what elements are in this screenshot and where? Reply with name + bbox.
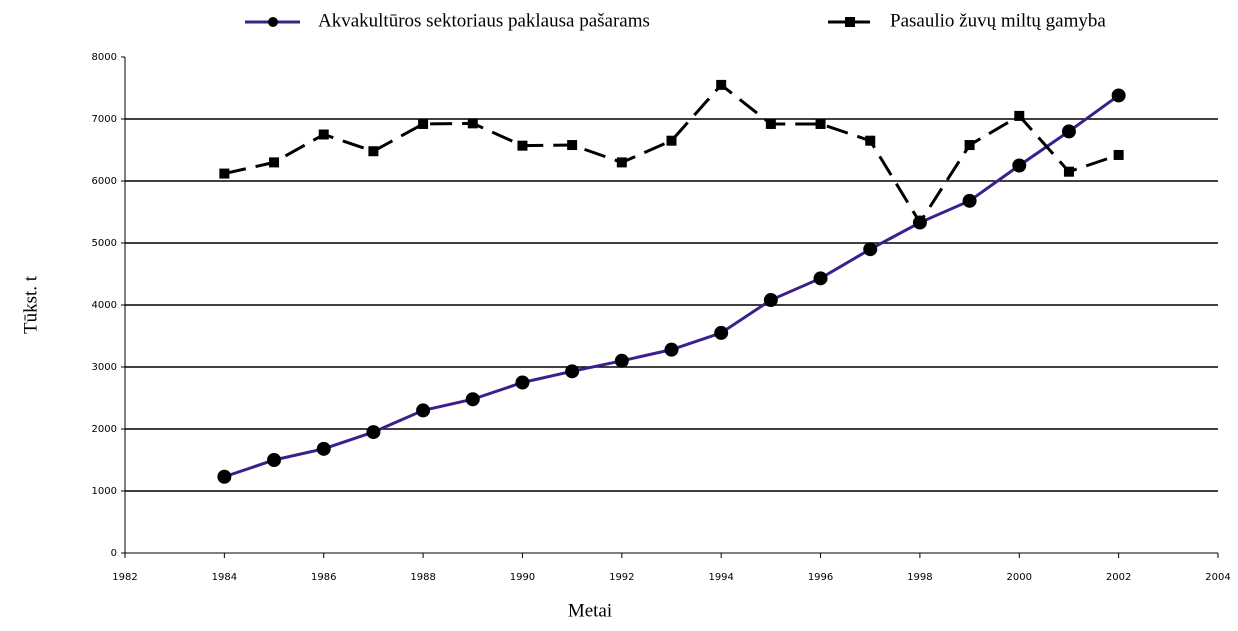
point xyxy=(666,135,677,146)
point xyxy=(1061,124,1076,139)
point xyxy=(863,242,878,257)
y-tick-label: 7000 xyxy=(92,114,117,125)
point xyxy=(267,453,282,467)
point xyxy=(813,271,828,286)
point xyxy=(865,135,876,146)
point xyxy=(517,140,528,151)
x-tick-label: 1992 xyxy=(609,572,634,583)
point xyxy=(269,157,280,168)
point xyxy=(318,129,329,140)
point xyxy=(964,140,975,151)
point xyxy=(465,392,480,407)
x-tick-label: 1986 xyxy=(311,572,336,583)
point xyxy=(1012,158,1027,173)
point xyxy=(219,168,230,179)
y-tick-label: 0 xyxy=(111,548,117,559)
y-tick-label: 6000 xyxy=(92,176,117,187)
series-line xyxy=(223,94,1120,479)
point xyxy=(815,118,826,129)
x-tick-label: 1998 xyxy=(907,572,932,583)
point xyxy=(714,325,729,340)
y-tick-label: 8000 xyxy=(92,52,117,63)
point xyxy=(716,79,727,90)
x-tick-label: 1982 xyxy=(112,572,137,583)
x-tick-label: 2004 xyxy=(1205,572,1230,583)
point xyxy=(368,146,379,157)
legend-marker xyxy=(268,17,278,27)
y-tick-label: 3000 xyxy=(92,362,117,373)
point xyxy=(1111,88,1126,103)
point xyxy=(962,193,977,208)
legend-label: Akvakultūros sektoriaus paklausa pašaram… xyxy=(318,10,650,31)
point xyxy=(416,403,431,418)
point xyxy=(418,118,429,129)
point xyxy=(316,441,331,456)
y-tick-label: 2000 xyxy=(92,424,117,435)
point xyxy=(664,342,679,357)
point xyxy=(217,469,232,484)
legend-marker xyxy=(845,17,855,27)
series-line xyxy=(224,82,1120,226)
x-tick-label: 1990 xyxy=(510,572,535,583)
y-tick-label: 4000 xyxy=(92,300,117,311)
y-axis-label: Tūkst. t xyxy=(20,275,41,334)
point xyxy=(914,217,925,228)
x-tick-label: 1984 xyxy=(212,572,237,583)
point xyxy=(763,293,778,308)
x-tick-label: 1996 xyxy=(808,572,833,583)
x-tick-label: 2000 xyxy=(1007,572,1032,583)
x-axis-label: Metai xyxy=(568,600,612,621)
y-tick-label: 1000 xyxy=(92,486,117,497)
point xyxy=(616,157,627,168)
point xyxy=(1113,149,1124,160)
point xyxy=(515,375,530,390)
x-tick-label: 1988 xyxy=(410,572,435,583)
point xyxy=(614,353,629,368)
point xyxy=(765,118,776,129)
y-tick-label: 5000 xyxy=(92,238,117,249)
legend-label: Pasaulio žuvų miltų gamyba xyxy=(890,10,1106,31)
point xyxy=(467,118,478,129)
point xyxy=(366,425,381,440)
x-tick-label: 2002 xyxy=(1106,572,1131,583)
point xyxy=(567,140,578,151)
point xyxy=(1063,166,1074,177)
x-tick-label: 1994 xyxy=(708,572,733,583)
point xyxy=(1014,110,1025,121)
point xyxy=(565,364,580,379)
